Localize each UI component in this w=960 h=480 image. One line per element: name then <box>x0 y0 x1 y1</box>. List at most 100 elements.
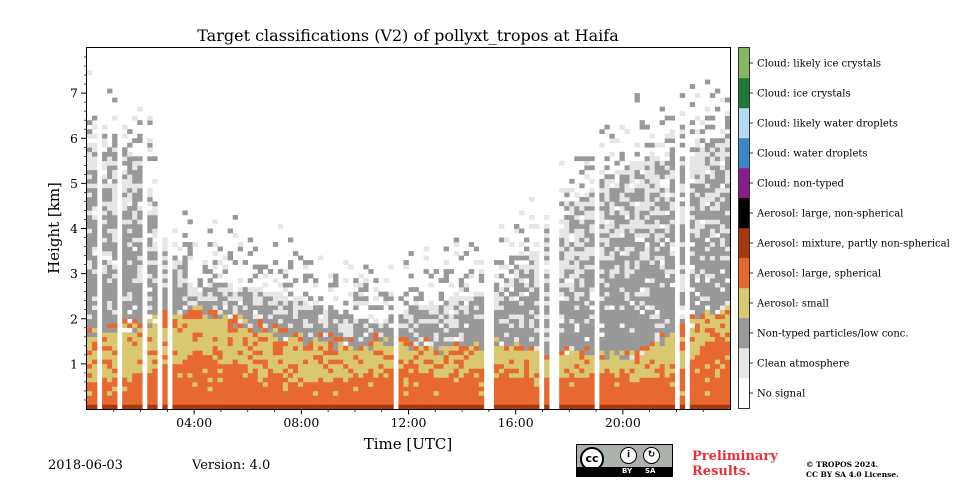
heatmap-cell <box>192 341 198 351</box>
heatmap-cell <box>689 219 696 229</box>
heatmap-cell <box>297 341 304 378</box>
heatmap-cell <box>654 219 660 229</box>
heatmap-cell <box>574 278 580 292</box>
heatmap-cell <box>619 327 625 351</box>
heatmap-cell <box>599 223 605 229</box>
heatmap-cell <box>252 273 259 279</box>
heatmap-cell <box>644 404 650 409</box>
heatmap-cell <box>297 296 304 301</box>
heatmap-cell <box>599 359 605 374</box>
heatmap-cell <box>443 332 449 338</box>
heatmap-cell <box>478 273 485 283</box>
heatmap-cell <box>498 345 505 365</box>
heatmap-cell <box>453 242 460 247</box>
heatmap-cell <box>609 309 615 351</box>
heatmap-cell <box>102 273 108 333</box>
heatmap-cell <box>599 201 605 207</box>
heatmap-cell <box>388 305 394 311</box>
heatmap-cell <box>257 381 264 405</box>
heatmap-cell <box>458 305 465 311</box>
heatmap-cell <box>604 237 610 247</box>
heatmap-cell <box>584 363 590 378</box>
heatmap-cell <box>408 327 414 333</box>
heatmap-cell <box>433 305 439 315</box>
heatmap-cell <box>383 354 389 360</box>
heatmap-cell <box>453 309 460 315</box>
heatmap-cell <box>644 165 650 171</box>
heatmap-cell <box>634 305 640 311</box>
heatmap-cell <box>619 151 625 162</box>
heatmap-cell <box>724 233 730 247</box>
heatmap-cell <box>107 233 113 252</box>
heatmap-cell <box>564 345 570 351</box>
heatmap-cell <box>473 309 480 315</box>
heatmap-cell <box>659 269 665 283</box>
heatmap-cell <box>267 300 274 306</box>
heatmap-cell <box>574 228 580 247</box>
heatmap-cell <box>87 233 93 261</box>
heatmap-cell <box>132 278 138 283</box>
heatmap-cell <box>534 377 540 387</box>
heatmap-cell <box>152 242 158 252</box>
heatmap-cell <box>709 255 716 261</box>
heatmap-cell <box>714 282 721 288</box>
heatmap-cell <box>694 174 701 180</box>
heatmap-cell <box>87 368 93 374</box>
heatmap-cell <box>423 305 429 311</box>
heatmap-cell <box>639 178 645 189</box>
heatmap-cell <box>519 278 525 283</box>
heatmap-cell <box>694 178 701 184</box>
heatmap-cell <box>544 255 550 261</box>
heatmap-cell <box>544 314 550 320</box>
heatmap-cell <box>373 296 379 301</box>
heatmap-cell <box>443 314 449 320</box>
heatmap-cell <box>323 363 329 369</box>
heatmap-cell <box>463 305 470 315</box>
heatmap-cell <box>252 246 259 252</box>
heatmap-cell <box>458 341 465 347</box>
heatmap-cell <box>383 345 389 356</box>
heatmap-cell <box>508 255 515 265</box>
heatmap-cell <box>724 97 730 103</box>
heatmap-cell <box>172 260 178 270</box>
x-tick-label: 08:00 <box>283 415 319 430</box>
heatmap-cell <box>252 318 259 333</box>
heatmap-cell <box>453 291 460 306</box>
heatmap-cell <box>704 318 711 324</box>
heatmap-cell <box>599 269 605 274</box>
heatmap-cell <box>107 300 113 311</box>
heatmap-cell <box>719 97 726 103</box>
heatmap-cell <box>584 192 590 198</box>
heatmap-cell <box>217 309 223 315</box>
heatmap-cell <box>704 296 711 301</box>
heatmap-cell <box>519 350 525 378</box>
cc-by-label: BY <box>622 467 633 475</box>
heatmap-cell <box>719 260 726 270</box>
heatmap-cell <box>503 350 510 369</box>
heatmap-cell <box>649 151 655 184</box>
heatmap-cell <box>619 291 625 306</box>
heatmap-cell <box>177 287 183 311</box>
heatmap-cell <box>719 309 726 315</box>
heatmap-cell <box>644 363 650 369</box>
heatmap-cell <box>247 345 254 351</box>
heatmap-cell <box>724 115 730 130</box>
heatmap-cell <box>534 327 540 333</box>
heatmap-cell <box>433 269 439 274</box>
heatmap-cell <box>423 363 429 374</box>
heatmap-cell <box>604 296 610 306</box>
heatmap-cell <box>252 359 259 365</box>
heatmap-cell <box>544 273 550 279</box>
legend-swatch <box>739 48 749 79</box>
heatmap-cell <box>282 372 289 378</box>
heatmap-cell <box>659 120 665 126</box>
heatmap-cells <box>87 70 730 409</box>
heatmap-cell <box>579 228 585 238</box>
heatmap-cell <box>669 269 676 274</box>
heatmap-cell <box>343 404 349 409</box>
heatmap-cell <box>669 129 676 139</box>
heatmap-cell <box>503 368 510 405</box>
heatmap-cell <box>112 97 118 103</box>
heatmap-cell <box>207 390 213 405</box>
heatmap-cell <box>433 323 439 333</box>
